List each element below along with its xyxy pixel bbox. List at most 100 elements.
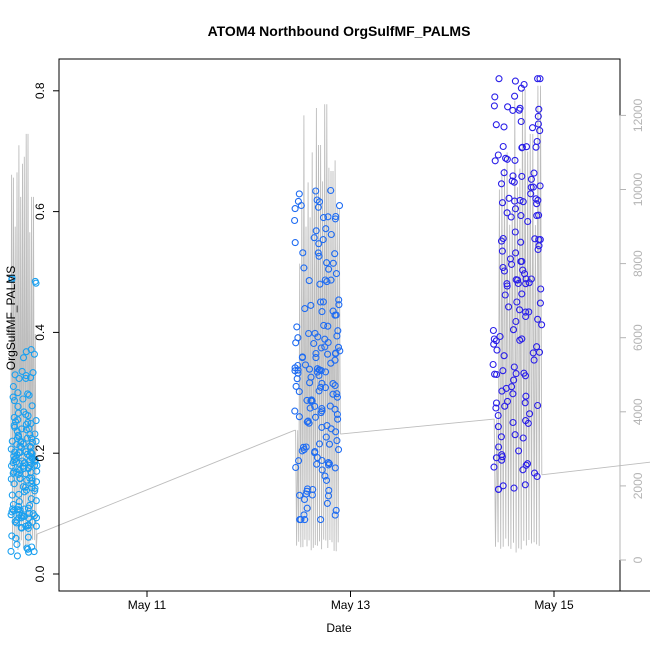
data-point xyxy=(291,407,299,415)
data-point xyxy=(7,445,15,453)
data-point xyxy=(321,472,329,480)
data-point xyxy=(534,112,542,120)
data-point xyxy=(332,212,340,221)
data-point xyxy=(506,255,515,263)
data-point xyxy=(33,461,41,470)
data-point xyxy=(7,547,15,555)
data-point xyxy=(496,332,504,341)
data-point xyxy=(312,187,320,195)
altitude-connector-2 xyxy=(340,418,493,435)
data-point xyxy=(14,409,22,417)
data-point xyxy=(24,533,32,541)
data-point xyxy=(332,349,340,357)
data-point xyxy=(9,500,17,509)
data-point xyxy=(324,459,332,467)
data-point xyxy=(517,212,525,220)
data-point xyxy=(497,180,506,188)
data-point xyxy=(292,382,300,390)
x-axis-label: Date xyxy=(326,621,352,635)
data-point xyxy=(515,447,523,455)
data-point xyxy=(31,461,39,469)
data-point xyxy=(503,280,511,288)
data-point xyxy=(521,372,530,380)
data-point xyxy=(20,505,29,513)
data-point xyxy=(518,143,526,151)
data-point xyxy=(14,402,22,411)
data-point xyxy=(501,291,509,299)
data-point xyxy=(32,437,40,445)
data-point xyxy=(522,308,530,316)
data-point xyxy=(28,484,36,492)
data-point xyxy=(13,540,21,548)
secondary-tick-label: 12000 xyxy=(631,98,645,132)
data-point xyxy=(31,484,39,492)
data-point xyxy=(8,508,16,516)
data-point xyxy=(18,512,26,520)
data-point xyxy=(515,306,524,314)
data-point xyxy=(492,404,500,412)
data-point xyxy=(23,450,31,458)
data-point xyxy=(295,388,303,396)
data-point xyxy=(313,454,321,462)
data-point xyxy=(331,215,339,223)
data-point xyxy=(518,290,526,298)
data-point xyxy=(28,474,36,482)
data-point xyxy=(22,420,30,429)
data-point xyxy=(13,516,21,524)
data-point xyxy=(321,384,330,392)
data-point xyxy=(494,151,502,159)
data-point xyxy=(292,463,300,472)
data-point xyxy=(331,250,339,258)
data-point xyxy=(494,423,502,431)
data-point xyxy=(296,491,304,499)
data-point xyxy=(323,499,331,507)
data-point xyxy=(499,263,507,272)
data-point xyxy=(534,120,542,128)
secondary-tick-label: 2000 xyxy=(631,472,645,499)
x-tick-label: May 15 xyxy=(534,598,574,612)
data-point xyxy=(331,464,339,472)
data-point xyxy=(19,395,27,403)
data-point xyxy=(321,343,329,351)
data-point xyxy=(522,461,530,469)
data-point xyxy=(20,488,28,496)
data-point xyxy=(298,354,306,362)
data-point xyxy=(23,544,31,552)
data-point xyxy=(293,323,301,331)
data-point xyxy=(517,238,525,246)
data-point xyxy=(524,217,532,226)
data-point xyxy=(526,410,534,418)
data-point xyxy=(312,354,320,362)
data-point xyxy=(325,440,334,448)
data-point xyxy=(529,349,537,357)
data-point xyxy=(510,363,518,371)
data-point xyxy=(315,198,324,206)
data-point xyxy=(498,451,506,459)
data-point xyxy=(292,339,300,347)
data-point xyxy=(497,433,505,441)
data-point xyxy=(315,240,323,248)
data-point xyxy=(315,440,324,448)
data-point xyxy=(28,518,36,526)
data-point xyxy=(519,466,527,474)
data-point xyxy=(513,298,521,306)
data-point xyxy=(10,397,18,405)
data-point xyxy=(326,402,334,410)
data-point xyxy=(333,437,341,445)
data-point xyxy=(522,392,530,400)
data-point xyxy=(533,212,541,220)
data-point xyxy=(28,450,36,458)
data-point xyxy=(305,365,314,373)
data-point xyxy=(511,92,519,100)
data-point xyxy=(518,172,526,180)
data-point xyxy=(12,534,20,542)
data-point xyxy=(527,175,535,183)
data-point xyxy=(334,343,343,351)
data-point xyxy=(8,274,16,282)
data-point xyxy=(291,205,299,213)
data-point xyxy=(329,390,337,398)
data-point xyxy=(318,423,326,431)
data-point xyxy=(27,448,35,456)
data-point xyxy=(27,419,35,428)
data-point xyxy=(325,486,333,494)
